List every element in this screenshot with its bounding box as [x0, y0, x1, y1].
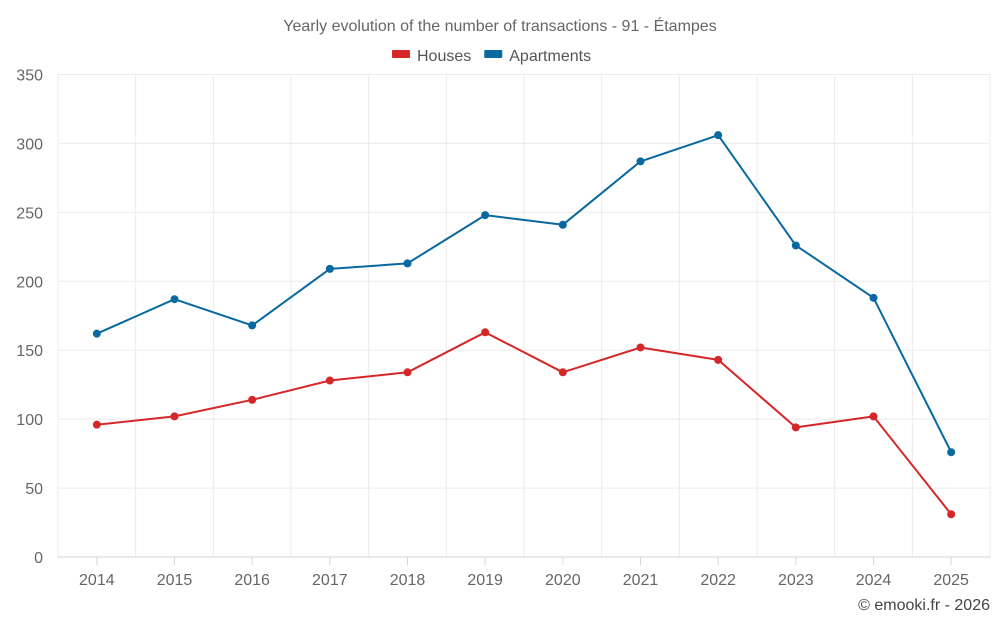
- series-apartments: [92, 131, 956, 457]
- data-point[interactable]: [481, 211, 490, 220]
- horizontal-gridlines: [58, 74, 990, 558]
- legend-item-apartments[interactable]: Apartments: [484, 48, 591, 65]
- data-point[interactable]: [791, 241, 800, 250]
- y-tick-label: 300: [16, 136, 43, 153]
- data-point[interactable]: [869, 412, 878, 421]
- vertical-gridlines: [57, 74, 991, 557]
- legend-item-houses[interactable]: Houses: [392, 48, 471, 65]
- y-tick-label: 350: [16, 68, 43, 85]
- legend-label: Apartments: [509, 48, 591, 65]
- data-point[interactable]: [92, 420, 101, 429]
- data-point[interactable]: [714, 355, 723, 364]
- data-point[interactable]: [92, 329, 101, 338]
- series-group: [92, 131, 956, 519]
- legend-swatch: [484, 50, 503, 58]
- data-point[interactable]: [791, 423, 800, 432]
- y-tick-label: 200: [16, 274, 43, 291]
- legend: Houses Apartments: [392, 48, 591, 65]
- data-point[interactable]: [947, 448, 956, 457]
- x-tick-label: 2016: [234, 572, 270, 589]
- legend-label: Houses: [417, 48, 471, 65]
- x-tick-label: 2014: [79, 572, 115, 589]
- x-axis-ticks: 2014 2015 2016 2017 2018 2019 2020 2021 2022 2023…: [79, 557, 969, 589]
- x-tick-label: 2019: [467, 572, 503, 589]
- series-houses: [92, 328, 956, 519]
- data-point[interactable]: [714, 131, 723, 140]
- data-point[interactable]: [170, 412, 179, 421]
- x-tick-label: 2017: [312, 572, 348, 589]
- data-point[interactable]: [403, 368, 412, 377]
- x-tick-label: 2020: [545, 572, 581, 589]
- data-point[interactable]: [558, 368, 567, 377]
- data-point[interactable]: [170, 295, 179, 304]
- x-tick-label: 2022: [700, 572, 736, 589]
- data-point[interactable]: [636, 157, 645, 166]
- x-tick-label: 2023: [778, 572, 814, 589]
- x-tick-label: 2015: [157, 572, 193, 589]
- data-point[interactable]: [558, 220, 567, 229]
- x-tick-label: 2025: [933, 572, 969, 589]
- x-tick-label: 2018: [390, 572, 426, 589]
- data-point[interactable]: [325, 264, 334, 273]
- data-point[interactable]: [403, 259, 412, 268]
- series-line-houses: [96, 331, 952, 515]
- series-line-apartments: [96, 134, 953, 453]
- y-tick-label: 0: [34, 550, 43, 567]
- x-tick-label: 2021: [623, 572, 659, 589]
- y-tick-label: 100: [16, 412, 43, 429]
- y-axis-ticks: 0 50 100 150 200 250 300 350: [16, 68, 43, 568]
- data-point[interactable]: [481, 328, 490, 337]
- y-tick-label: 50: [25, 481, 43, 498]
- data-point[interactable]: [636, 343, 645, 352]
- data-point[interactable]: [869, 293, 878, 302]
- credit-text: © emooki.fr - 2026: [858, 597, 990, 614]
- chart-title: Yearly evolution of the number of transa…: [283, 16, 716, 35]
- data-point[interactable]: [325, 376, 334, 385]
- legend-swatch: [392, 50, 410, 58]
- y-tick-label: 150: [16, 343, 43, 360]
- data-point[interactable]: [248, 395, 257, 404]
- y-tick-label: 250: [16, 205, 43, 222]
- data-point[interactable]: [248, 321, 257, 330]
- x-tick-label: 2024: [856, 572, 892, 589]
- data-point[interactable]: [947, 510, 956, 519]
